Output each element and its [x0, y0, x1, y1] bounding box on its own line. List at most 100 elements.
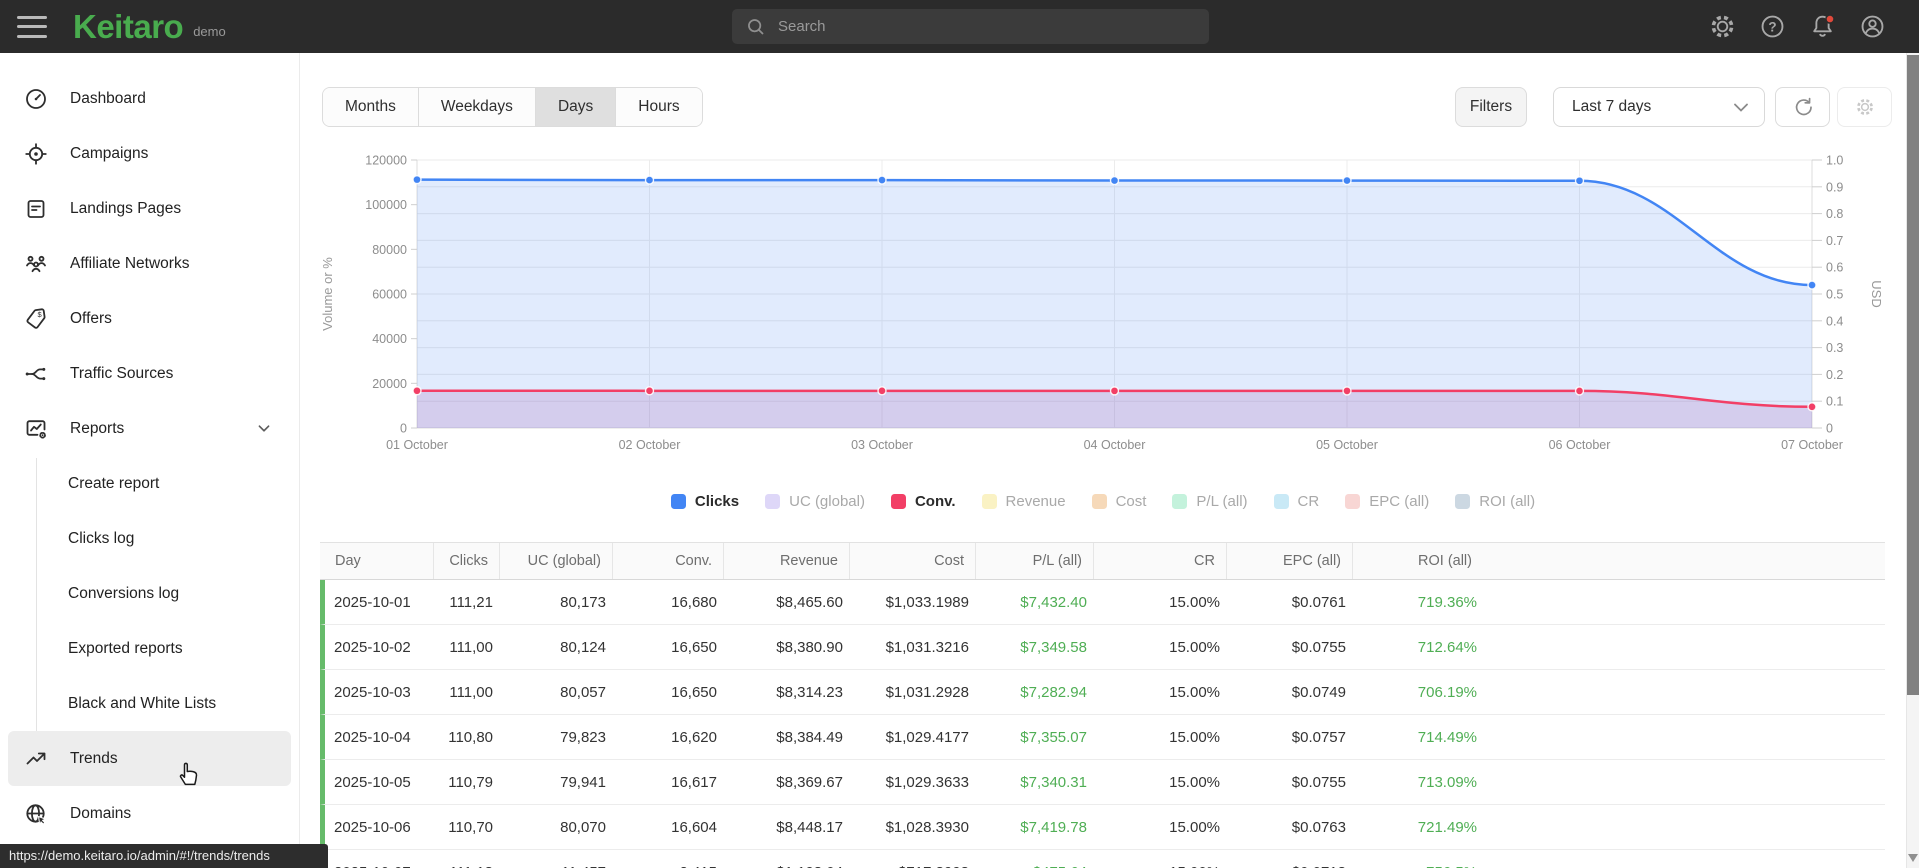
column-header-p-l-all: P/L (all) — [975, 543, 1093, 579]
legend-swatch — [890, 493, 906, 509]
affiliate-icon — [24, 252, 48, 276]
help-icon[interactable]: ? — [1759, 13, 1786, 40]
cell-clicks: 111,21 — [449, 593, 493, 611]
cell-epc-all: $0.0713 — [1231, 850, 1357, 868]
search-input[interactable] — [778, 18, 1178, 35]
sidebar-item-label: Black and White Lists — [68, 694, 217, 712]
legend-item-cr[interactable]: CR — [1273, 492, 1320, 510]
column-header-revenue: Revenue — [723, 543, 849, 579]
cell-day: 2025-10-04 — [334, 728, 411, 746]
refresh-icon — [1795, 97, 1812, 116]
svg-text:03 October: 03 October — [851, 438, 913, 452]
cell-day: 2025-10-02 — [334, 638, 411, 656]
notifications-bell-icon[interactable] — [1809, 13, 1836, 40]
legend-item-conv[interactable]: Conv. — [890, 492, 956, 510]
cell-cost: $1,028.3930 — [885, 818, 969, 836]
trends-chart: 0 20000 40000 60000 80000 100000 120000 0 0.1 0.2… — [300, 136, 1906, 466]
chart-settings-button[interactable] — [1837, 87, 1892, 127]
cell-filler — [1488, 760, 1885, 804]
sidebar-item-domains[interactable]: Domains — [0, 786, 299, 841]
cell-clicks: 111,13 — [438, 850, 504, 868]
cell-uc-global: 80,057 — [560, 683, 606, 701]
gear-icon — [1856, 99, 1873, 115]
chevron-down-icon — [253, 417, 275, 444]
legend-label: Conv. — [914, 492, 956, 510]
sidebar-item-create-report[interactable]: Create report — [0, 456, 299, 511]
sidebar-item-conversions-log[interactable]: Conversions log — [0, 566, 299, 621]
svg-text:0.1: 0.1 — [1826, 395, 1843, 409]
sidebar-item-label: Traffic Sources — [70, 364, 174, 382]
sidebar-item-label: Create report — [68, 474, 160, 492]
reports-icon — [24, 417, 48, 441]
sidebar-item-exported-reports[interactable]: Exported reports — [0, 621, 299, 676]
refresh-button[interactable] — [1775, 87, 1830, 127]
legend-item-roi-all[interactable]: ROI (all) — [1455, 493, 1535, 510]
account-user-icon[interactable] — [1859, 13, 1886, 40]
cell-p-l-all: $7,419.78 — [1020, 818, 1087, 836]
submenu-indent-line — [36, 458, 37, 733]
svg-text:0.7: 0.7 — [1826, 234, 1843, 248]
column-header-cr: CR — [1093, 543, 1226, 579]
sidebar-item-offers[interactable]: $ Offers — [0, 291, 299, 346]
legend-item-uc-global[interactable]: UC (global) — [765, 493, 865, 510]
svg-text:Volume or %: Volume or % — [320, 257, 335, 331]
legend-swatch — [1345, 493, 1361, 509]
sidebar-item-campaigns[interactable]: Campaigns — [0, 126, 299, 181]
tab-months[interactable]: Months — [323, 88, 418, 126]
legend-label: Revenue — [1005, 492, 1066, 510]
date-range-value: Last 7 days — [1572, 98, 1652, 115]
cell-conv: 16,620 — [671, 728, 717, 746]
cell-day: 2025-10-01 — [334, 593, 411, 611]
svg-text:USD: USD — [1869, 280, 1884, 307]
legend-item-cost[interactable]: Cost — [1091, 493, 1146, 510]
sidebar-item-reports[interactable]: Reports — [0, 401, 299, 456]
cell-p-l-all: $475.64 — [980, 850, 1098, 868]
cell-filler — [1488, 850, 1885, 868]
sidebar-item-clicks-log[interactable]: Clicks log — [0, 511, 299, 566]
legend-label: EPC (all) — [1369, 492, 1430, 510]
cell-uc-global: 80,124 — [560, 638, 606, 656]
legend-label: P/L (all) — [1196, 492, 1248, 510]
date-range-select[interactable]: Last 7 days — [1553, 87, 1765, 127]
legend-item-clicks[interactable]: Clicks — [670, 493, 739, 510]
sidebar-nav: Dashboard Campaigns Landings Pages Affiliat… — [0, 53, 299, 841]
svg-text:20000: 20000 — [372, 377, 407, 391]
filters-button[interactable]: Filters — [1455, 87, 1527, 127]
svg-text:40000: 40000 — [372, 332, 407, 346]
legend-item-epc-all[interactable]: EPC (all) — [1345, 493, 1429, 510]
global-search[interactable] — [732, 9, 1209, 44]
sidebar-item-black-and-white-lists[interactable]: Black and White Lists — [0, 676, 299, 731]
cell-p-l-all: $7,282.94 — [1020, 683, 1087, 701]
legend-item-p-l-all[interactable]: P/L (all) — [1172, 492, 1248, 510]
hamburger-menu-button[interactable] — [17, 15, 47, 38]
cell-clicks: 110,79 — [448, 773, 493, 791]
cell-day: 2025-10-05 — [334, 773, 411, 791]
svg-text:80000: 80000 — [372, 243, 407, 257]
cell-cr: 15.00% — [1169, 773, 1220, 791]
tab-days[interactable]: Days — [534, 88, 616, 126]
sidebar-item-trends[interactable]: Trends — [8, 731, 291, 786]
sidebar-item-label: Offers — [70, 309, 112, 327]
svg-text:0.5: 0.5 — [1826, 288, 1843, 302]
scrollbar-thumb[interactable] — [1907, 55, 1919, 695]
cell-clicks: 111,00 — [449, 638, 493, 656]
cell-p-l-all: $7,355.07 — [1020, 728, 1087, 746]
svg-text:100000: 100000 — [365, 198, 407, 212]
settings-gear-icon[interactable] — [1709, 13, 1736, 40]
tab-hours[interactable]: Hours — [615, 88, 702, 126]
svg-text:1.0: 1.0 — [1826, 154, 1843, 168]
cell-day: 2025-10-06 — [334, 818, 411, 836]
svg-text:04 October: 04 October — [1084, 438, 1146, 452]
sidebar-item-dashboard[interactable]: Dashboard — [0, 71, 299, 126]
tab-weekdays[interactable]: Weekdays — [417, 88, 535, 126]
legend-swatch — [981, 493, 997, 509]
sidebar-item-traffic-sources[interactable]: Traffic Sources — [0, 346, 299, 401]
scrollbar-down-arrow[interactable] — [1908, 854, 1918, 862]
legend-item-revenue[interactable]: Revenue — [981, 492, 1066, 510]
sidebar-item-landings-pages[interactable]: Landings Pages — [0, 181, 299, 236]
sidebar-item-label: Domains — [70, 804, 132, 822]
legend-label: CR — [1297, 492, 1320, 510]
sidebar-item-affiliate-networks[interactable]: Affiliate Networks — [0, 236, 299, 291]
cell-uc-global: 11,457 — [504, 850, 617, 868]
period-tabs: Months Weekdays Days Hours — [322, 87, 703, 127]
